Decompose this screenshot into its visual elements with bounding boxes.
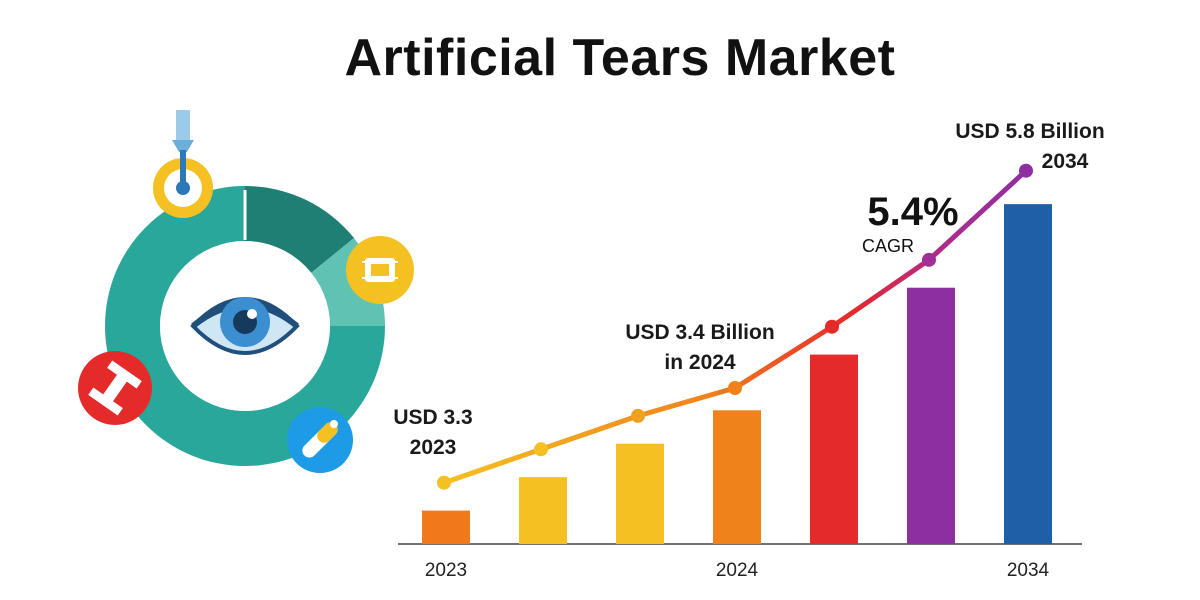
- bar-3: [616, 443, 664, 544]
- annotation-mid-line1: USD 3.4 Billion: [625, 321, 775, 344]
- annotation-start-line2: 2023: [409, 436, 457, 460]
- bar-7: [1004, 204, 1052, 544]
- medical-device-icon: [78, 351, 152, 425]
- trend-point-2: [534, 442, 548, 457]
- x-tick-label: 2024: [716, 560, 759, 581]
- x-tick-label: 2023: [425, 560, 467, 581]
- annotation-end: USD 5.8 Billion 2034: [925, 117, 1135, 178]
- bar-1: [422, 510, 470, 544]
- trend-point-3: [631, 408, 645, 423]
- annotation-start: USD 3.3 2023: [383, 403, 483, 464]
- trend-point-1: [437, 475, 451, 490]
- annotation-end-line1: USD 5.8 Billion: [955, 120, 1105, 143]
- pill-icon: [287, 407, 353, 473]
- chip-icon: [346, 236, 414, 304]
- annotation-mid-line2: in 2024: [664, 351, 736, 375]
- annotation-end-line2: 2034: [1041, 150, 1089, 174]
- bar-4: [713, 410, 761, 544]
- donut-ring: [105, 186, 385, 466]
- bar-2: [519, 477, 567, 544]
- donut-segment-dark: [245, 185, 354, 273]
- eye-icon: [190, 297, 300, 355]
- trend-point-5: [825, 319, 839, 334]
- trend-point-6: [922, 252, 936, 267]
- donut-illustration: [78, 110, 414, 473]
- cagr-value: 5.4%: [867, 190, 959, 234]
- bar-5: [810, 354, 858, 544]
- bar-6: [907, 287, 955, 544]
- trend-point-4: [728, 381, 742, 395]
- annotation-mid: USD 3.4 Billion in 2024: [600, 318, 800, 379]
- cagr-label: CAGR: [861, 236, 914, 256]
- page-title: Artificial Tears Market: [344, 29, 896, 87]
- eye-dropper-icon: [153, 110, 213, 218]
- annotation-start-line1: USD 3.3: [393, 406, 473, 429]
- trend-point-7: [1019, 163, 1033, 178]
- x-tick-label: 2034: [1007, 560, 1050, 581]
- market-bar-chart: 2023 2024 2034: [398, 163, 1082, 581]
